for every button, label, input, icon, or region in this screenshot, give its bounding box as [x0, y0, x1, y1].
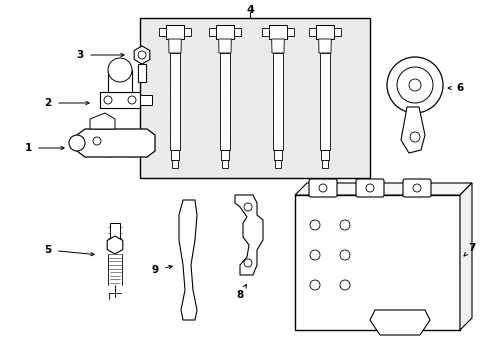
Bar	[268, 25, 286, 39]
Bar	[273, 150, 282, 160]
Bar	[138, 64, 146, 82]
Circle shape	[138, 51, 146, 59]
Circle shape	[309, 280, 319, 290]
Text: 9: 9	[151, 265, 158, 275]
Bar	[272, 53, 283, 150]
FancyBboxPatch shape	[308, 179, 336, 197]
Bar	[234, 28, 241, 36]
Bar	[108, 70, 132, 92]
Bar	[171, 150, 179, 160]
Polygon shape	[318, 39, 331, 53]
Circle shape	[386, 57, 442, 113]
Text: 6: 6	[455, 83, 463, 93]
Polygon shape	[459, 183, 471, 330]
Polygon shape	[271, 39, 284, 53]
Polygon shape	[218, 39, 231, 53]
FancyBboxPatch shape	[355, 179, 383, 197]
Bar	[262, 28, 268, 36]
Polygon shape	[294, 183, 471, 195]
Bar	[333, 28, 340, 36]
Circle shape	[339, 250, 349, 260]
Bar	[183, 28, 191, 36]
Bar	[320, 150, 328, 160]
Circle shape	[396, 67, 432, 103]
Text: 1: 1	[24, 143, 32, 153]
Polygon shape	[90, 113, 115, 129]
Bar	[321, 160, 327, 168]
Circle shape	[318, 184, 326, 192]
Bar	[140, 18, 369, 178]
Text: 5: 5	[44, 245, 52, 255]
Bar	[159, 28, 165, 36]
Circle shape	[309, 220, 319, 230]
FancyBboxPatch shape	[402, 179, 430, 197]
Polygon shape	[77, 129, 155, 157]
Polygon shape	[235, 195, 263, 275]
Bar	[140, 95, 152, 105]
Bar	[286, 28, 293, 36]
Polygon shape	[179, 200, 197, 320]
Circle shape	[108, 58, 132, 82]
Text: 4: 4	[245, 5, 253, 15]
Bar	[274, 160, 281, 168]
Circle shape	[339, 220, 349, 230]
Bar	[165, 25, 183, 39]
Bar	[172, 160, 178, 168]
Circle shape	[69, 135, 85, 151]
Circle shape	[128, 96, 136, 104]
Circle shape	[93, 137, 101, 145]
Bar	[208, 28, 216, 36]
Circle shape	[104, 96, 112, 104]
Circle shape	[244, 259, 251, 267]
Circle shape	[339, 280, 349, 290]
Bar	[315, 25, 333, 39]
Circle shape	[365, 184, 373, 192]
Text: 3: 3	[76, 50, 83, 60]
Bar	[222, 160, 227, 168]
Polygon shape	[168, 39, 181, 53]
Polygon shape	[134, 46, 149, 64]
Bar	[170, 53, 180, 150]
Text: 2: 2	[44, 98, 52, 108]
Bar	[100, 92, 140, 108]
Polygon shape	[107, 236, 122, 254]
Bar	[308, 28, 315, 36]
Circle shape	[409, 132, 419, 142]
Polygon shape	[369, 310, 429, 335]
Bar	[216, 25, 234, 39]
Text: 7: 7	[468, 243, 475, 253]
Bar	[220, 53, 229, 150]
Circle shape	[412, 184, 420, 192]
Bar	[221, 150, 228, 160]
Text: 8: 8	[236, 290, 243, 300]
Bar	[110, 223, 120, 245]
Circle shape	[244, 203, 251, 211]
Circle shape	[408, 79, 420, 91]
Polygon shape	[400, 107, 424, 153]
Bar	[294, 195, 459, 330]
Circle shape	[309, 250, 319, 260]
Bar	[319, 53, 329, 150]
